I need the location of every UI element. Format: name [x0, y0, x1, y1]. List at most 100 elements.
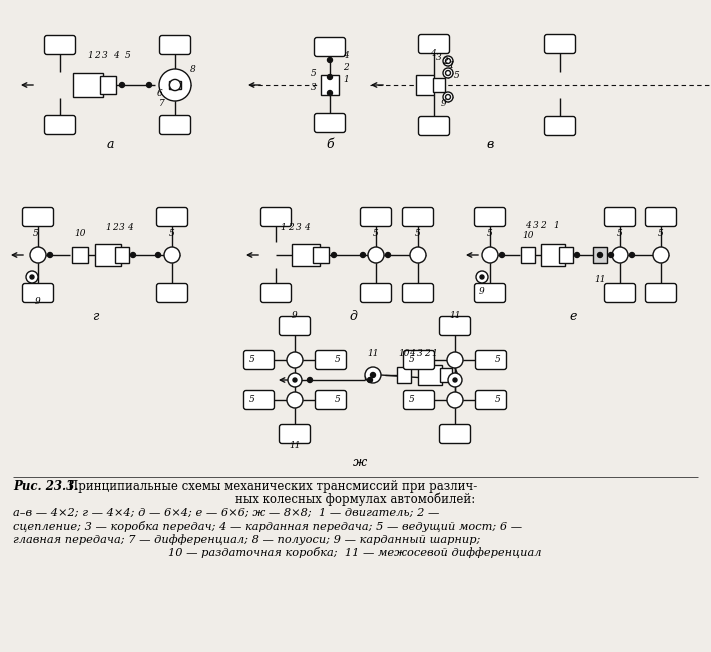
Text: 2: 2: [343, 63, 349, 72]
Circle shape: [448, 373, 462, 387]
Bar: [72, 247, 88, 263]
FancyBboxPatch shape: [360, 284, 392, 303]
FancyBboxPatch shape: [419, 35, 449, 53]
Text: 8: 8: [190, 65, 196, 74]
FancyBboxPatch shape: [159, 115, 191, 134]
Circle shape: [446, 95, 451, 100]
Text: 3: 3: [296, 222, 302, 231]
FancyBboxPatch shape: [646, 284, 676, 303]
Text: б: б: [326, 138, 333, 151]
Text: 5: 5: [311, 68, 317, 78]
Text: 5: 5: [410, 396, 415, 404]
Circle shape: [597, 252, 602, 258]
FancyBboxPatch shape: [23, 284, 53, 303]
FancyBboxPatch shape: [402, 207, 434, 226]
Text: a–в — 4×2; г — 4×4; д — 6×4; е — 6×6; ж — 8×8;  1 — двигатель; 2 —: a–в — 4×2; г — 4×4; д — 6×4; е — 6×6; ж …: [13, 508, 439, 518]
FancyBboxPatch shape: [23, 207, 53, 226]
Circle shape: [146, 83, 151, 87]
Circle shape: [443, 68, 453, 78]
Bar: [541, 244, 565, 266]
Bar: [433, 78, 445, 92]
FancyBboxPatch shape: [45, 115, 75, 134]
Text: 10: 10: [523, 231, 534, 239]
Text: 1: 1: [553, 220, 559, 230]
Text: 3: 3: [436, 53, 442, 61]
FancyBboxPatch shape: [360, 207, 392, 226]
Circle shape: [164, 247, 180, 263]
Text: 1: 1: [448, 61, 454, 70]
Circle shape: [612, 247, 628, 263]
Circle shape: [307, 378, 313, 383]
FancyBboxPatch shape: [474, 284, 506, 303]
Text: 5: 5: [33, 228, 39, 237]
Text: 1: 1: [343, 76, 349, 85]
Text: 9: 9: [441, 98, 447, 108]
FancyBboxPatch shape: [646, 207, 676, 226]
FancyBboxPatch shape: [156, 284, 188, 303]
FancyBboxPatch shape: [243, 351, 274, 370]
Text: 5: 5: [617, 228, 623, 237]
Text: 4: 4: [113, 50, 119, 59]
FancyBboxPatch shape: [476, 391, 506, 409]
Text: 11: 11: [449, 310, 461, 319]
FancyBboxPatch shape: [316, 351, 346, 370]
FancyBboxPatch shape: [314, 113, 346, 132]
FancyBboxPatch shape: [439, 316, 471, 336]
Text: 5: 5: [125, 50, 131, 59]
Bar: [397, 367, 411, 383]
Circle shape: [385, 252, 390, 258]
Circle shape: [131, 252, 136, 258]
Text: 2: 2: [94, 50, 100, 59]
Circle shape: [480, 275, 484, 279]
Text: 1: 1: [105, 222, 111, 231]
Text: 2: 2: [442, 57, 448, 65]
Text: 5: 5: [335, 355, 341, 364]
Text: 11: 11: [289, 441, 301, 449]
Text: 5: 5: [250, 396, 255, 404]
Circle shape: [159, 69, 191, 101]
Circle shape: [446, 59, 451, 63]
Circle shape: [410, 247, 426, 263]
FancyBboxPatch shape: [402, 284, 434, 303]
Circle shape: [447, 392, 463, 408]
Bar: [416, 75, 434, 95]
Circle shape: [476, 271, 488, 283]
Text: 2: 2: [288, 222, 294, 231]
FancyBboxPatch shape: [404, 391, 434, 409]
Text: главная передача; 7 — дифференциал; 8 — полуоси; 9 — карданный шарнир;: главная передача; 7 — дифференциал; 8 — …: [13, 534, 481, 545]
Circle shape: [328, 91, 333, 95]
Text: 4: 4: [430, 48, 436, 57]
Circle shape: [500, 252, 505, 258]
Text: 3: 3: [311, 83, 317, 93]
Text: 11: 11: [368, 349, 379, 357]
Text: 4: 4: [409, 349, 415, 357]
Text: 3: 3: [119, 222, 125, 231]
Circle shape: [365, 367, 381, 383]
Circle shape: [293, 378, 297, 382]
Circle shape: [288, 373, 302, 387]
Circle shape: [119, 83, 124, 87]
Circle shape: [287, 392, 303, 408]
Text: 5: 5: [169, 228, 175, 237]
Text: 2: 2: [424, 349, 430, 357]
FancyBboxPatch shape: [604, 284, 636, 303]
FancyBboxPatch shape: [545, 35, 575, 53]
Text: 4: 4: [343, 50, 349, 59]
Text: 5: 5: [454, 70, 460, 80]
Text: сцепление; 3 — коробка передач; 4 — карданная передача; 5 — ведущий мост; 6 —: сцепление; 3 — коробка передач; 4 — кард…: [13, 521, 522, 532]
Text: 10 — раздаточная коробка;  11 — межосевой дифференциал: 10 — раздаточная коробка; 11 — межосевой…: [169, 547, 542, 558]
Bar: [169, 81, 181, 89]
Text: 3: 3: [533, 220, 539, 230]
FancyBboxPatch shape: [439, 424, 471, 443]
Circle shape: [443, 56, 453, 66]
Circle shape: [156, 252, 161, 258]
Circle shape: [328, 74, 333, 80]
Circle shape: [360, 252, 365, 258]
Text: 5: 5: [658, 228, 664, 237]
Bar: [313, 247, 329, 263]
Circle shape: [629, 252, 634, 258]
FancyBboxPatch shape: [159, 35, 191, 55]
Circle shape: [609, 252, 614, 258]
FancyBboxPatch shape: [476, 351, 506, 370]
Bar: [559, 247, 573, 263]
